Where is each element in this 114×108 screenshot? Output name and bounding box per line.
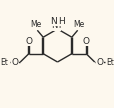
Text: O: O: [82, 37, 89, 46]
Text: Me: Me: [73, 20, 84, 29]
Text: Et: Et: [1, 58, 8, 67]
Text: H: H: [54, 21, 60, 30]
Text: Me: Me: [30, 20, 41, 29]
Text: O: O: [95, 58, 102, 67]
Text: O: O: [25, 37, 32, 46]
Text: N: N: [50, 17, 57, 25]
Text: O: O: [12, 58, 19, 67]
Text: N: N: [51, 21, 57, 30]
Text: Et: Et: [106, 58, 113, 67]
Text: H: H: [57, 17, 64, 25]
